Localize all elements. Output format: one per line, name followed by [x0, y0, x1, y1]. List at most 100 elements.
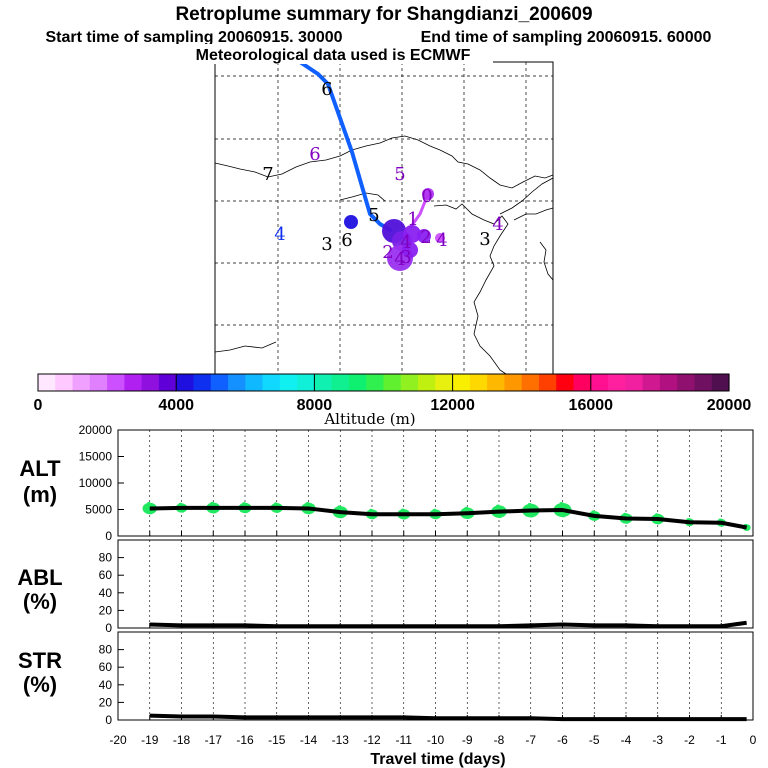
x-tick-label: -7 [525, 733, 536, 747]
panel-label: ABL [17, 565, 62, 590]
altitude-spread-point [210, 501, 215, 506]
colorbar-swatch [400, 374, 419, 391]
altitude-spread-point [273, 502, 278, 507]
colorbar-swatch [210, 374, 229, 391]
colorbar-swatch [521, 374, 540, 391]
x-tick-label: -11 [396, 733, 413, 747]
trajectory-line [298, 60, 392, 232]
map-coastlines [214, 135, 554, 375]
altitude-spread-point [400, 508, 405, 513]
y-tick-label: 40 [99, 586, 113, 600]
end-time-label: End time of sampling 20060915. 60000 [421, 29, 712, 46]
altitude-spread-point [337, 505, 342, 510]
x-tick-label: -14 [300, 733, 318, 747]
colorbar-swatch [262, 374, 281, 391]
colorbar-swatch [107, 374, 125, 391]
y-tick-label: 20 [99, 603, 113, 617]
altitude-spread-point [148, 510, 153, 515]
colorbar-swatch [694, 374, 713, 391]
altitude-spread-point [464, 506, 469, 511]
day-label: 4 [492, 214, 503, 235]
trajectory-segment [408, 193, 430, 229]
altitude-spread-point [561, 513, 566, 518]
panel-str: 0 20 40 60 80 STR(%) [18, 631, 754, 727]
altitude-spread-point [242, 502, 246, 507]
map-grid [215, 62, 553, 374]
figure-title: Retroplume summary for Shangdianzi_20060… [175, 4, 592, 25]
altitude-spread-point [745, 527, 750, 531]
day-label: 2 [382, 242, 393, 263]
colorbar-swatch [331, 374, 350, 391]
day-label: 6 [341, 230, 352, 251]
colorbar-tick-label: 8000 [297, 397, 333, 414]
altitude-spread-point [529, 514, 534, 518]
x-tick-label: -19 [141, 733, 159, 747]
colorbar-swatch [418, 374, 436, 391]
x-tick-label: -8 [494, 733, 505, 747]
colorbar-swatch [366, 374, 385, 391]
altitude-spread-point [305, 501, 310, 506]
start-time-label: Start time of sampling 20060915. 30000 [45, 29, 342, 46]
colorbar-tick-label: 4000 [158, 397, 194, 414]
colorbar-swatch [279, 374, 298, 391]
colorbar-label: Altitude (m) [323, 410, 415, 428]
altitude-spread-point [339, 514, 344, 519]
day-label: 7 [262, 164, 273, 185]
day-label: 1 [407, 209, 418, 230]
colorbar-swatch [297, 374, 315, 391]
x-tick-label: -3 [652, 733, 663, 747]
colorbar-swatch [487, 374, 506, 391]
colorbar-swatch [314, 374, 333, 391]
altitude-colorbar: 0 4000 8000 12000 16000 20000 [34, 373, 751, 414]
altitude-spread-point [625, 520, 629, 524]
y-tick-label: 0 [105, 621, 112, 635]
panel-label: STR [18, 648, 62, 673]
plume-puff [403, 225, 421, 243]
day-label: 6 [309, 144, 320, 165]
panel-frame [117, 631, 754, 721]
colorbar-swatch [38, 374, 56, 391]
x-tick-label: -5 [589, 733, 600, 747]
colorbar-swatch [642, 374, 661, 391]
day-label: 0 [421, 186, 432, 207]
colorbar-tick-label: 16000 [569, 397, 614, 414]
colorbar-swatch [72, 374, 91, 391]
colorbar-swatch [504, 374, 523, 391]
y-tick-label: 15000 [79, 450, 113, 464]
panel-label: ALT [19, 456, 61, 481]
day-label: 3 [400, 247, 411, 268]
x-tick-label: -1 [716, 733, 727, 747]
x-tick-label: -18 [173, 733, 191, 747]
day-label: 5 [394, 164, 405, 185]
y-tick-label: 80 [99, 643, 113, 657]
colorbar-swatch [452, 374, 471, 391]
x-tick-label: -13 [332, 733, 350, 747]
colorbar-swatch [538, 374, 557, 391]
colorbar-swatch [677, 374, 696, 391]
panel-unit: (m) [23, 482, 57, 507]
colorbar-swatch [435, 374, 454, 391]
day-label: 6 [321, 79, 332, 100]
colorbar-swatch [469, 374, 488, 391]
day-label: 4 [274, 224, 285, 245]
colorbar-swatch [158, 374, 177, 391]
altitude-spread-point [593, 517, 598, 521]
plume-puff [417, 229, 431, 243]
altitude-spread-point [244, 509, 248, 514]
x-tick-label: -15 [268, 733, 286, 747]
x-tick-label: -10 [427, 733, 445, 747]
y-tick-label: 0 [105, 713, 112, 727]
plume-puff [435, 233, 445, 243]
met-label-backdrop [175, 44, 493, 64]
altitude-spread-point [178, 502, 183, 507]
colorbar-swatch [659, 374, 678, 391]
altitude-spread-point [180, 509, 185, 513]
colorbar-swatch [124, 374, 143, 391]
altitude-spread-point [275, 509, 280, 513]
plume-puff [422, 188, 434, 200]
day-label: 3 [321, 234, 332, 255]
day-label: 3 [479, 229, 490, 250]
x-tick-label: -2 [684, 733, 695, 747]
